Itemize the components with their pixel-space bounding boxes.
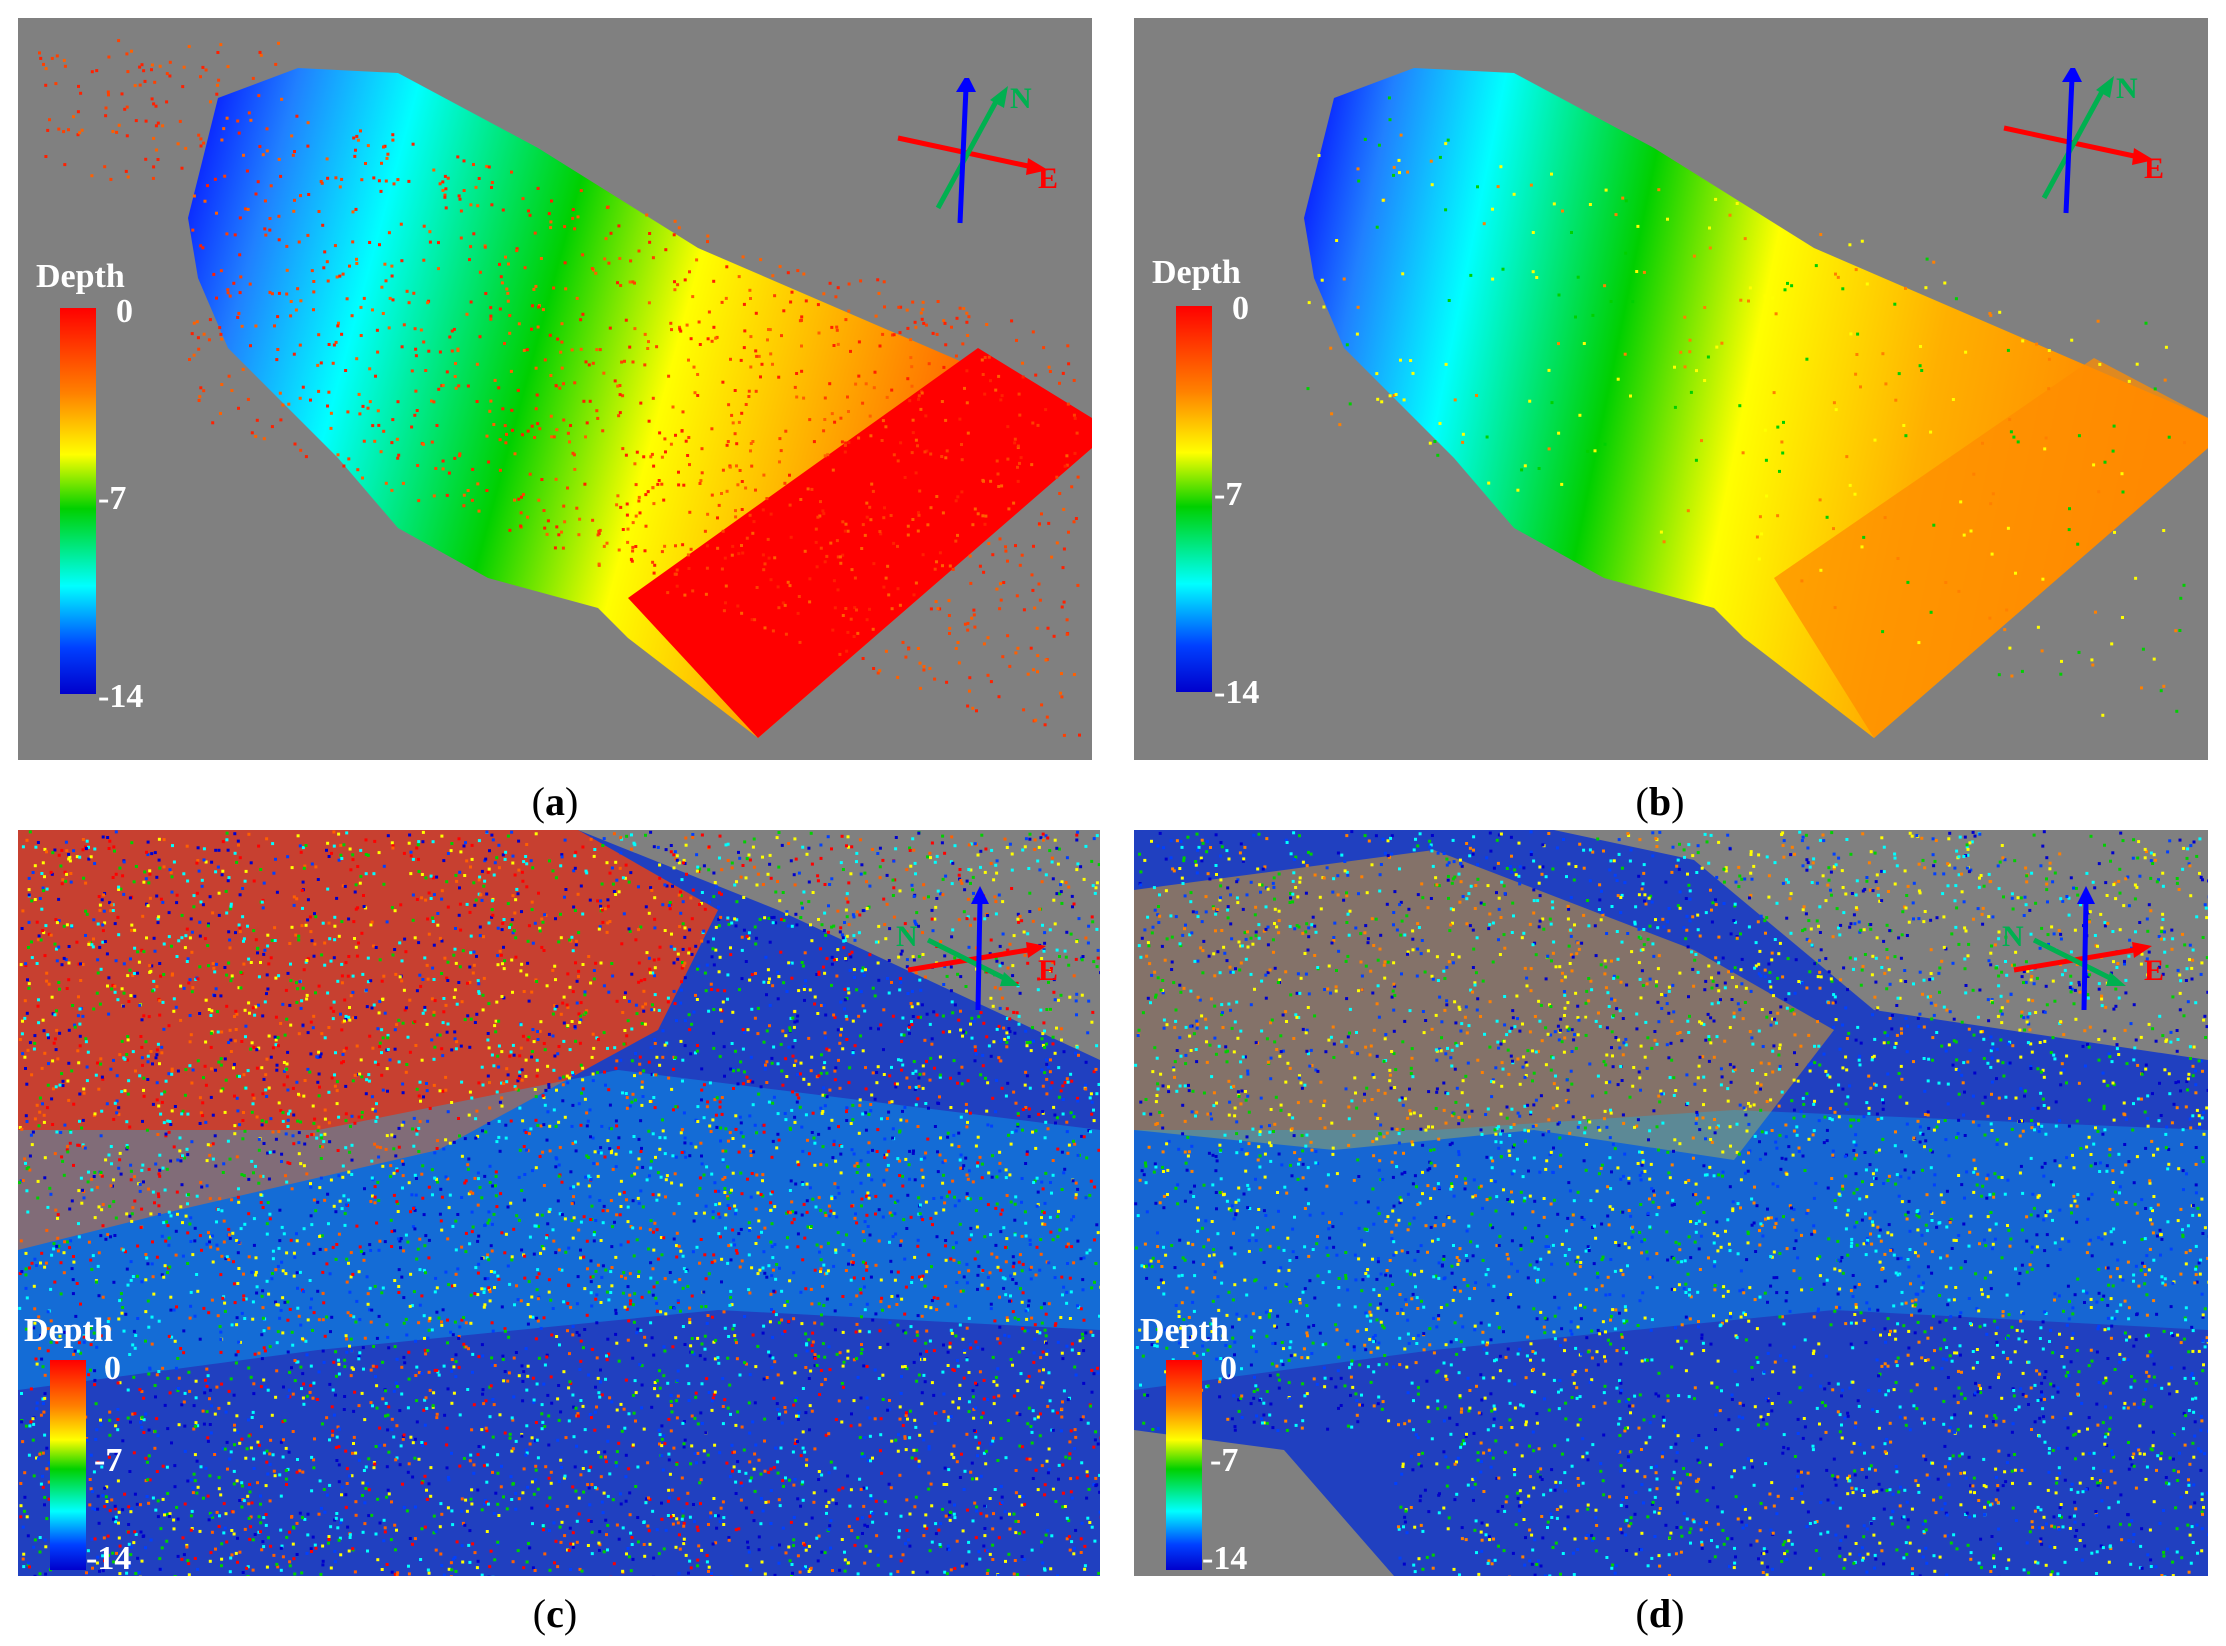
east-label-d: E <box>2144 954 2164 987</box>
panel-a: Depth 0 -7 -14 N E <box>18 18 1092 760</box>
panel-b: Depth 0 -7 -14 N E <box>1134 18 2208 760</box>
east-label-b: E <box>2144 152 2164 185</box>
legend-tick-max-c: 0 <box>104 1350 121 1387</box>
point-cloud-c <box>18 830 1100 1576</box>
legend-tick-min-d: -14 <box>1202 1540 1248 1576</box>
legend-title-d: Depth <box>1140 1312 1229 1349</box>
legend-tick-min-a: -14 <box>98 678 144 715</box>
panel-d: Depth 0 -7 -14 N E <box>1134 830 2208 1576</box>
legend-tick-max-a: 0 <box>116 293 133 330</box>
north-label-a: N <box>1010 82 1032 115</box>
caption-b: (b) <box>1635 779 1685 824</box>
caption-a: (a) <box>531 779 579 824</box>
caption-d: (d) <box>1635 1591 1685 1636</box>
compass-icon-b: N E <box>2003 68 2164 214</box>
east-label-c: E <box>1038 954 1058 987</box>
legend-tick-mid-b: -7 <box>1214 476 1243 513</box>
legend-tick-min-c: -14 <box>86 1540 132 1576</box>
color-scale-bar-c <box>50 1360 86 1570</box>
caption-c: (c) <box>532 1591 578 1636</box>
legend-title-c: Depth <box>24 1312 113 1349</box>
legend-title-b: Depth <box>1152 254 1241 291</box>
legend-tick-mid-c: -7 <box>94 1442 123 1479</box>
compass-icon-d: N E <box>2002 886 2164 1010</box>
compass-icon-a: N E <box>897 78 1058 224</box>
legend-tick-max-d: 0 <box>1220 1350 1237 1387</box>
legend-tick-max-b: 0 <box>1232 290 1249 327</box>
north-label-c: N <box>896 920 918 953</box>
legend-title-a: Depth <box>36 258 125 295</box>
color-scale-bar-a <box>60 308 96 694</box>
compass-icon-c: N E <box>896 886 1058 1010</box>
legend-tick-mid-d: -7 <box>1210 1442 1239 1479</box>
legend-tick-min-b: -14 <box>1214 674 1260 711</box>
point-cloud-b <box>1304 68 2208 738</box>
legend-tick-mid-a: -7 <box>98 480 127 517</box>
north-label-b: N <box>2116 72 2138 105</box>
point-cloud-a <box>38 39 1092 738</box>
north-label-d: N <box>2002 920 2024 953</box>
color-scale-bar-b <box>1176 306 1212 692</box>
east-label-a: E <box>1038 162 1058 195</box>
point-cloud-d <box>1134 830 2208 1576</box>
panel-c: Depth 0 -7 -14 N E <box>18 830 1100 1576</box>
color-scale-bar-d <box>1166 1360 1202 1570</box>
